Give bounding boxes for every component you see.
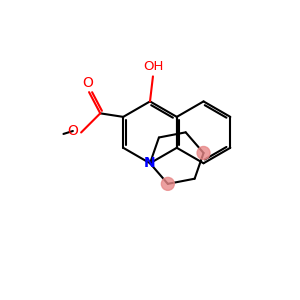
Text: O: O	[68, 124, 78, 138]
Text: N: N	[144, 156, 156, 170]
Circle shape	[161, 177, 174, 190]
Circle shape	[197, 146, 210, 159]
Text: O: O	[82, 76, 93, 90]
Text: OH: OH	[143, 60, 163, 73]
